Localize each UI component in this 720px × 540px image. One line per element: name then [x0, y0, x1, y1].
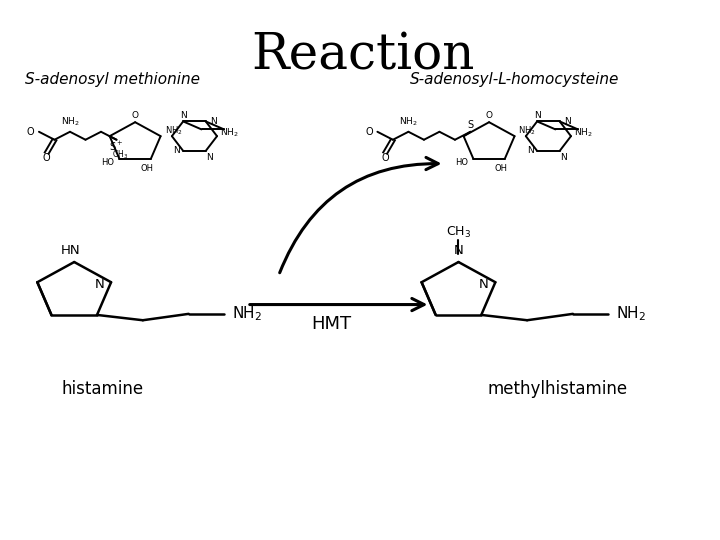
Text: CH$_3$: CH$_3$ — [446, 225, 471, 240]
Text: N: N — [527, 146, 534, 156]
Text: O: O — [382, 153, 389, 163]
Text: NH$_2$: NH$_2$ — [616, 305, 647, 323]
Text: N: N — [95, 278, 104, 291]
Text: OH: OH — [495, 164, 508, 173]
Text: NH$_2$: NH$_2$ — [399, 116, 418, 129]
Text: O: O — [485, 111, 492, 120]
Text: N: N — [454, 244, 464, 257]
Text: N: N — [564, 117, 571, 126]
Text: S-adenosyl-L-homocysteine: S-adenosyl-L-homocysteine — [410, 72, 620, 86]
Text: N: N — [210, 117, 217, 126]
Text: NH$_2$: NH$_2$ — [60, 116, 79, 129]
Text: CH$_3$: CH$_3$ — [112, 149, 128, 161]
Text: OH: OH — [141, 164, 154, 173]
Text: S-adenosyl methionine: S-adenosyl methionine — [25, 72, 200, 86]
Text: Reaction: Reaction — [251, 31, 475, 80]
Text: N: N — [173, 146, 179, 156]
Text: histamine: histamine — [61, 380, 143, 397]
Text: N: N — [480, 278, 489, 291]
Text: HMT: HMT — [312, 315, 351, 333]
Text: methylhistamine: methylhistamine — [487, 380, 627, 397]
Text: N: N — [206, 153, 212, 162]
Text: HO: HO — [456, 159, 469, 167]
Text: NH$_2$: NH$_2$ — [220, 127, 239, 139]
Text: N: N — [534, 111, 541, 119]
Text: HN: HN — [61, 244, 81, 257]
Text: O: O — [43, 153, 50, 163]
Text: O: O — [27, 127, 35, 137]
Text: NH$_2$: NH$_2$ — [232, 305, 262, 323]
Text: NH$_2$: NH$_2$ — [165, 125, 182, 137]
Text: S$^+$: S$^+$ — [109, 140, 124, 153]
Text: N: N — [560, 153, 567, 162]
Text: S: S — [467, 120, 474, 130]
Text: O: O — [365, 127, 373, 137]
Text: O: O — [132, 111, 139, 120]
Text: NH$_2$: NH$_2$ — [518, 125, 536, 137]
Text: N: N — [180, 111, 186, 119]
Text: HO: HO — [102, 159, 114, 167]
Text: NH$_2$: NH$_2$ — [575, 127, 593, 139]
